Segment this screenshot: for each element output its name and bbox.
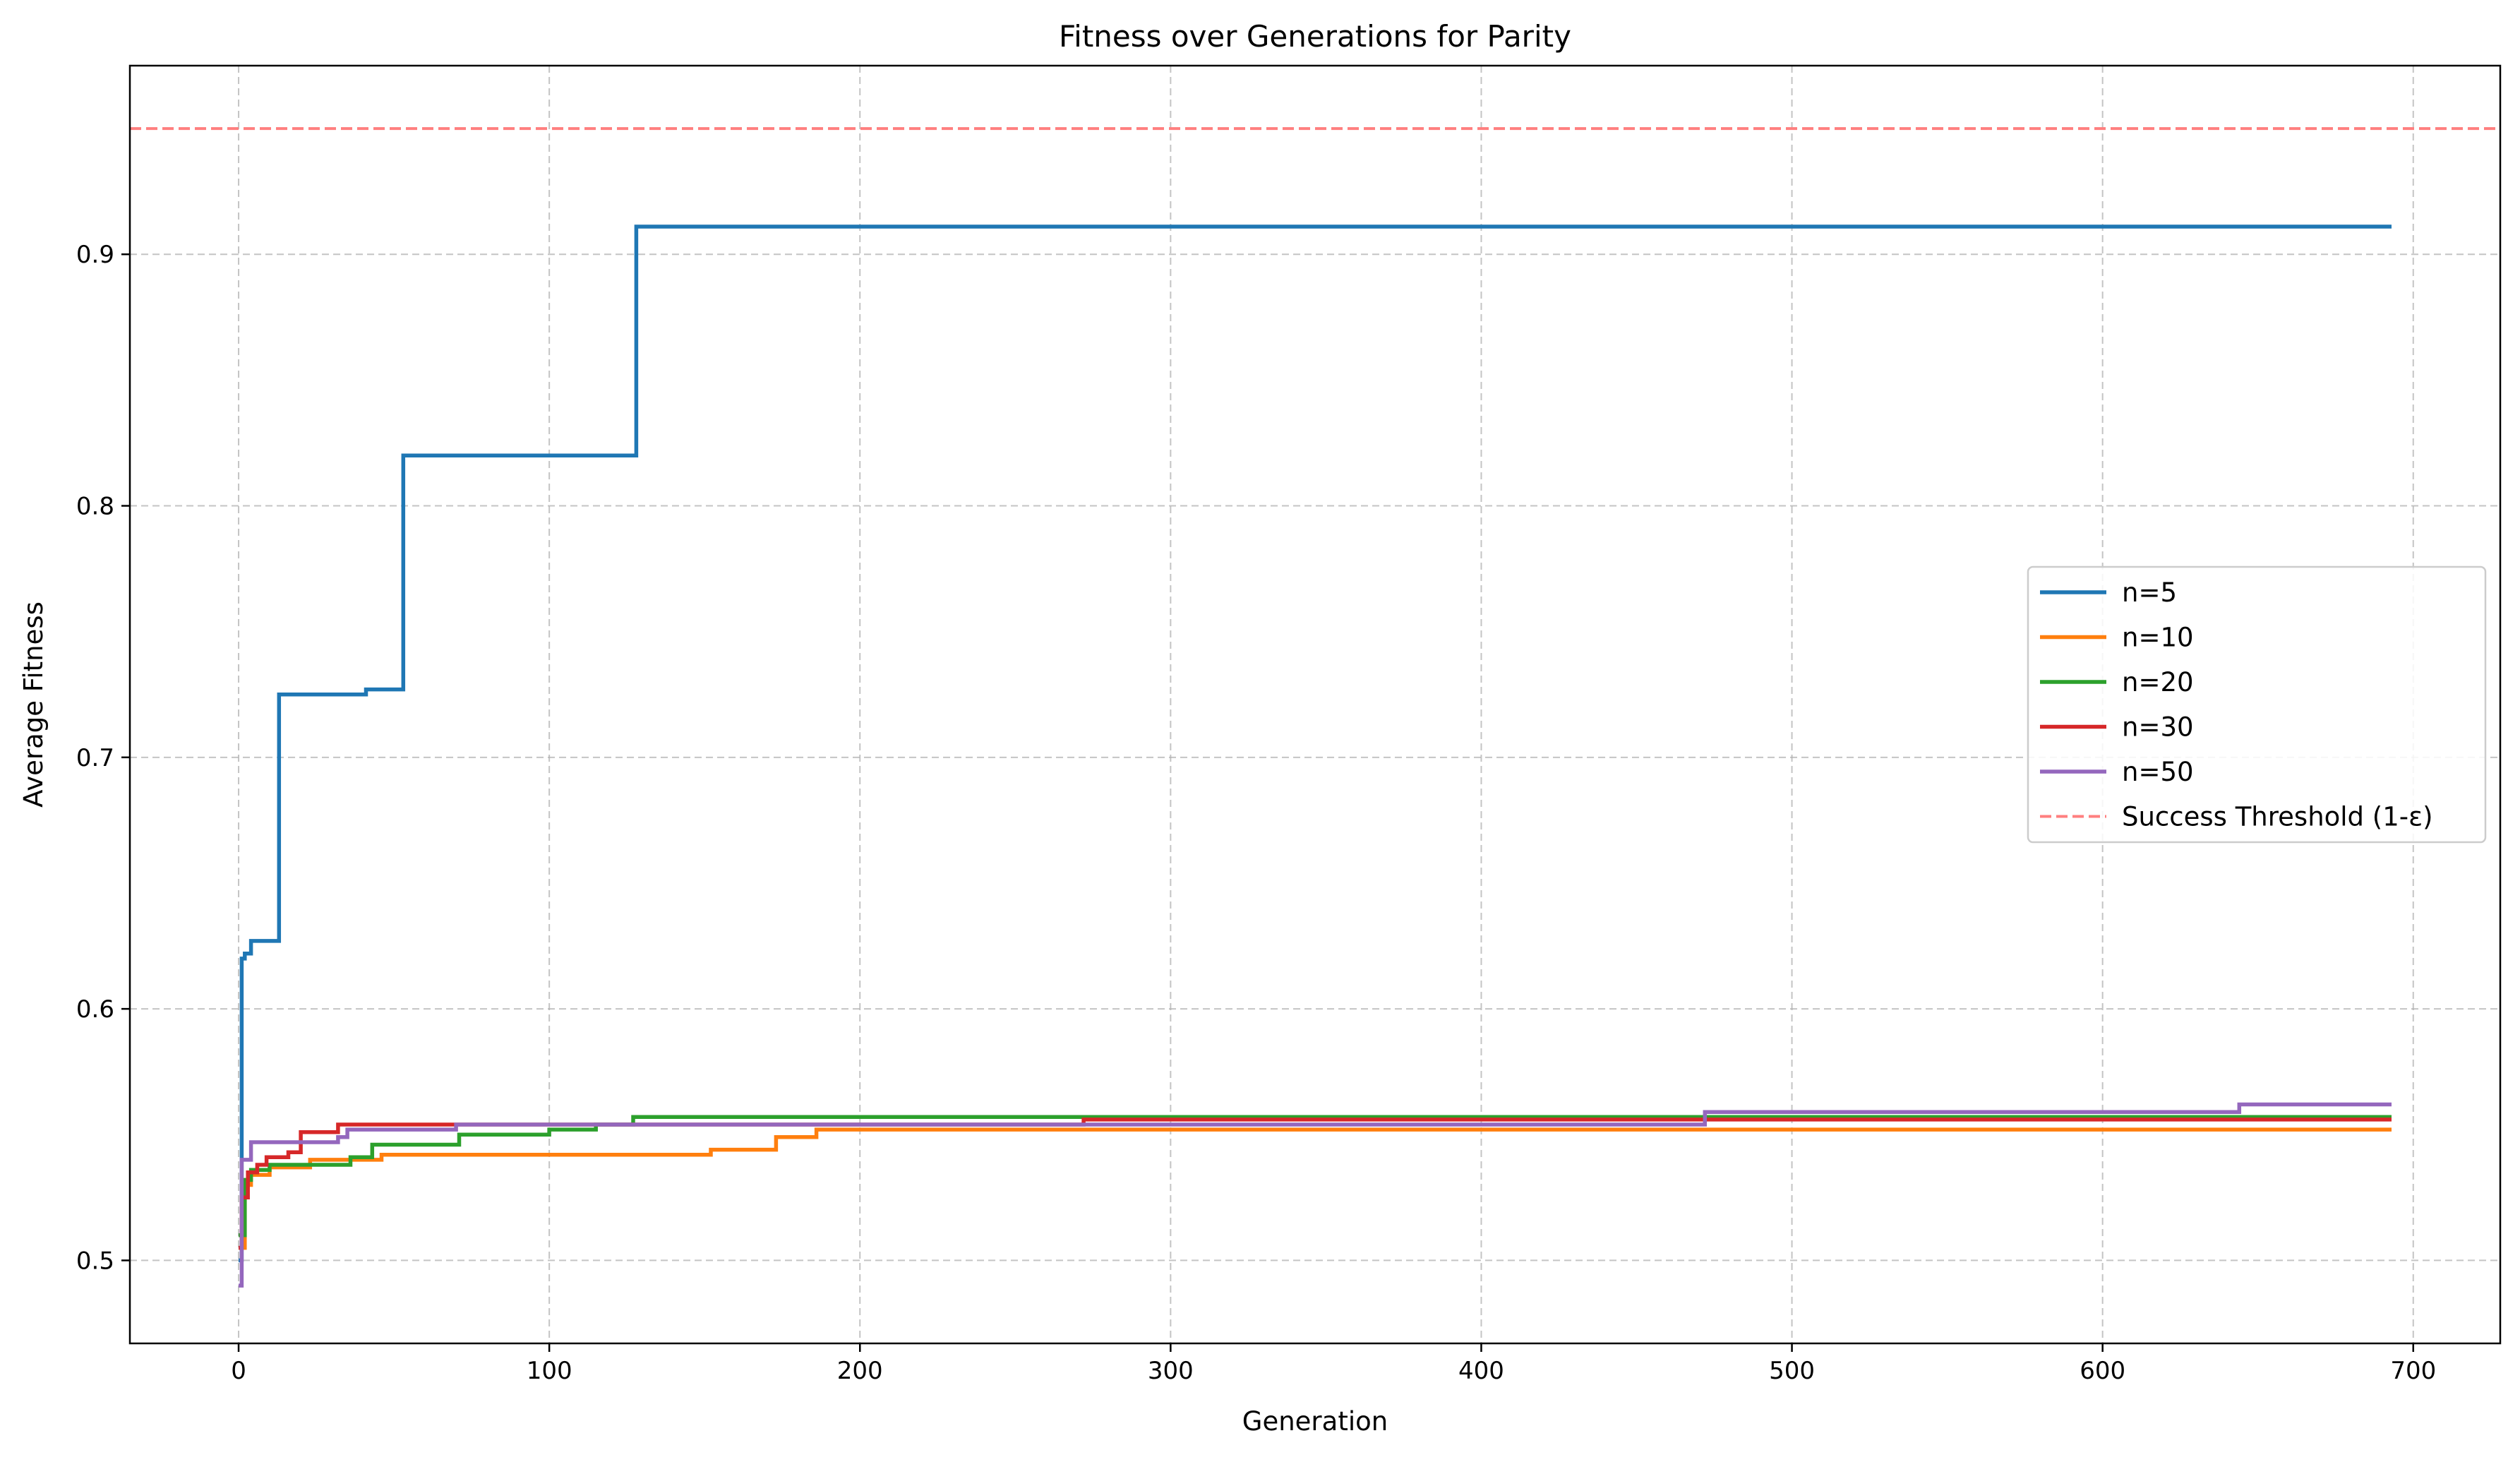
legend-label: n=5 [2122,577,2177,608]
plot-frame [128,64,2502,1345]
legend-box [2027,565,2487,844]
legend-label: n=20 [2122,667,2194,697]
x-axis-label: Generation [1242,1406,1388,1437]
y-axis-label: Average Fitness [18,601,49,808]
x-tick-label: 0 [231,1357,246,1385]
legend-items: n=5 n=10 n=20 n=30 n=50 Success Threshold (1-… [2040,577,2433,832]
series-line-n-5 [239,224,2392,1263]
x-tick-label: 500 [1769,1357,1815,1385]
x-tick-label: 400 [1458,1357,1504,1385]
x-tick-label: 100 [527,1357,572,1385]
y-tick-label: 0.8 [76,493,114,521]
x-tick-label: 600 [2080,1357,2125,1385]
x-tick-label: 200 [837,1357,883,1385]
y-tick-label: 0.5 [76,1247,114,1275]
y-tick-label: 0.9 [76,241,114,269]
legend-label: n=50 [2122,757,2194,787]
series-line-n-10 [239,1127,2392,1250]
series-layer [239,224,2392,1288]
x-tick-label: 300 [1148,1357,1194,1385]
x-tick-label: 700 [2390,1357,2436,1385]
y-tick-label: 0.7 [76,744,114,772]
chart-title: Fitness over Generations for Parity [1059,19,1571,54]
legend-label: n=10 [2122,623,2194,653]
axis-ticks: 0 100 200 300 400 500 600 700 0.5 0.6 0.7 0.8 0.9 [76,241,2436,1385]
y-tick-label: 0.6 [76,995,114,1024]
legend-label: n=30 [2122,712,2194,743]
legend: n=5 n=10 n=20 n=30 n=50 Success Threshold (1-… [2027,565,2487,844]
legend-label: Success Threshold (1-ε) [2122,802,2433,832]
series-line-n-50 [239,1102,2392,1288]
